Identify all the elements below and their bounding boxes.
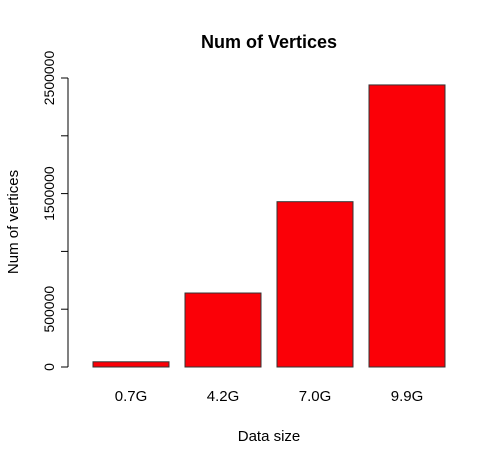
y-axis: 0 500000 1500000 2500000 xyxy=(41,51,69,371)
x-axis-label: Data size xyxy=(238,428,301,445)
y-tick-label: 2500000 xyxy=(41,51,57,106)
y-tick-label: 1500000 xyxy=(41,166,57,221)
y-tick-label: 0 xyxy=(41,363,57,371)
bar xyxy=(92,361,170,368)
bar xyxy=(276,201,354,368)
x-tick-label: 4.2G xyxy=(207,388,240,405)
x-tick-label: 9.9G xyxy=(391,388,424,405)
bars xyxy=(92,84,446,368)
x-tick-label: 0.7G xyxy=(115,388,148,405)
x-tick-label: 7.0G xyxy=(299,388,332,405)
chart-title: Num of Vertices xyxy=(201,32,337,52)
bar xyxy=(368,84,446,368)
x-tick-labels: 0.7G 4.2G 7.0G 9.9G xyxy=(115,388,424,405)
y-tick-label: 500000 xyxy=(41,286,57,333)
bar xyxy=(184,292,262,368)
y-axis-label: Num of vertices xyxy=(5,170,22,274)
